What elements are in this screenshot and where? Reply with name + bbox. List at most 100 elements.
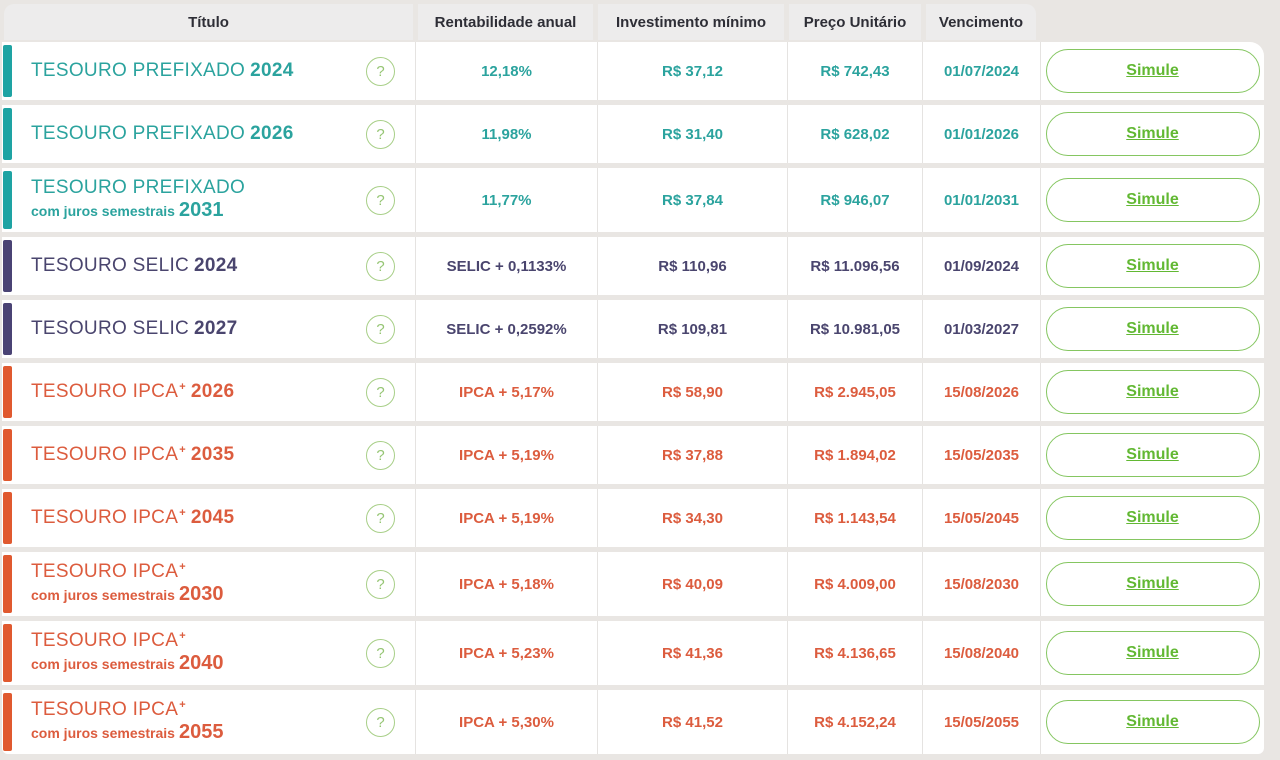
bond-title-line1: TESOURO SELIC 2027 (31, 317, 238, 339)
min-investment-cell: R$ 110,96 (597, 237, 787, 295)
help-icon[interactable]: ? (366, 119, 395, 149)
unit-price-cell: R$ 1.143,54 (787, 489, 922, 547)
simulate-button[interactable]: Simule (1045, 562, 1260, 606)
simulate-cell: Simule (1040, 363, 1264, 421)
header-rentabilidade: Rentabilidade anual (418, 4, 593, 40)
bond-title-cell: TESOURO IPCA+ com juros semestrais 2055 ? (2, 690, 415, 754)
bond-title-line1: TESOURO IPCA+ (31, 699, 186, 721)
header-vencimento: Vencimento (926, 4, 1036, 40)
unit-price-cell: R$ 11.096,56 (787, 237, 922, 295)
simulate-button[interactable]: Simule (1045, 244, 1260, 288)
bond-title: TESOURO IPCA+ com juros semestrais 2055 (31, 699, 224, 743)
unit-price-cell: R$ 628,02 (787, 105, 922, 163)
bond-title-line2: com juros semestrais 2030 (31, 582, 224, 605)
bond-title-cell: TESOURO IPCA+ 2026 ? (2, 363, 415, 421)
simulate-cell: Simule (1040, 621, 1264, 685)
rate-cell: IPCA + 5,23% (415, 621, 597, 685)
bond-color-bar (3, 240, 12, 292)
bond-title-line1: TESOURO IPCA+ 2035 (31, 443, 235, 465)
header-titulo: Título (4, 4, 413, 40)
unit-price-cell: R$ 2.945,05 (787, 363, 922, 421)
bond-row: TESOURO IPCA+ com juros semestrais 2040 ?… (2, 621, 1264, 685)
simulate-button[interactable]: Simule (1045, 700, 1260, 744)
bond-title-cell: TESOURO PREFIXADO 2026 ? (2, 105, 415, 163)
help-icon[interactable]: ? (366, 377, 395, 407)
min-investment-cell: R$ 41,36 (597, 621, 787, 685)
bond-color-bar (3, 171, 12, 229)
simulate-cell: Simule (1040, 552, 1264, 616)
header-investimento: Investimento mínimo (598, 4, 784, 40)
bond-title-cell: TESOURO IPCA+ com juros semestrais 2040 ? (2, 621, 415, 685)
bond-table-body: TESOURO PREFIXADO 2024 ? 12,18% R$ 37,12 … (2, 42, 1264, 754)
maturity-cell: 15/05/2045 (922, 489, 1040, 547)
bond-color-bar (3, 624, 12, 682)
simulate-button[interactable]: Simule (1045, 496, 1260, 540)
bond-row: TESOURO PREFIXADO 2024 ? 12,18% R$ 37,12 … (2, 42, 1264, 100)
bond-title-cell: TESOURO PREFIXADO com juros semestrais 20… (2, 168, 415, 232)
bond-color-bar (3, 303, 12, 355)
bond-color-bar (3, 108, 12, 160)
help-icon[interactable]: ? (366, 440, 395, 470)
bond-title-line1: TESOURO SELIC 2024 (31, 254, 238, 276)
rate-cell: 11,98% (415, 105, 597, 163)
simulate-button[interactable]: Simule (1045, 49, 1260, 93)
maturity-cell: 01/07/2024 (922, 42, 1040, 100)
help-icon[interactable]: ? (366, 314, 395, 344)
help-icon[interactable]: ? (366, 569, 395, 599)
bond-color-bar (3, 693, 12, 751)
simulate-button[interactable]: Simule (1045, 307, 1260, 351)
min-investment-cell: R$ 31,40 (597, 105, 787, 163)
simulate-button[interactable]: Simule (1045, 370, 1260, 414)
bond-row: TESOURO IPCA+ com juros semestrais 2055 ?… (2, 690, 1264, 754)
bond-title-line2: com juros semestrais 2055 (31, 720, 224, 743)
table-header: Título Rentabilidade anual Investimento … (4, 4, 1280, 40)
simulate-button[interactable]: Simule (1045, 112, 1260, 156)
min-investment-cell: R$ 58,90 (597, 363, 787, 421)
maturity-cell: 01/03/2027 (922, 300, 1040, 358)
bond-color-bar (3, 555, 12, 613)
bond-title-line1: TESOURO IPCA+ (31, 630, 186, 652)
min-investment-cell: R$ 41,52 (597, 690, 787, 754)
unit-price-cell: R$ 742,43 (787, 42, 922, 100)
simulate-button[interactable]: Simule (1045, 433, 1260, 477)
simulate-cell: Simule (1040, 489, 1264, 547)
unit-price-cell: R$ 4.152,24 (787, 690, 922, 754)
maturity-cell: 01/01/2026 (922, 105, 1040, 163)
bond-title: TESOURO PREFIXADO 2026 (31, 122, 294, 145)
bond-row: TESOURO IPCA+ com juros semestrais 2030 ?… (2, 552, 1264, 616)
simulate-button[interactable]: Simule (1045, 178, 1260, 222)
simulate-cell: Simule (1040, 168, 1264, 232)
maturity-cell: 15/05/2035 (922, 426, 1040, 484)
bond-title-line1: TESOURO IPCA+ 2026 (31, 380, 235, 402)
simulate-cell: Simule (1040, 300, 1264, 358)
bond-title-line1: TESOURO IPCA+ (31, 561, 186, 583)
bond-row: TESOURO PREFIXADO 2026 ? 11,98% R$ 31,40 … (2, 105, 1264, 163)
help-icon[interactable]: ? (366, 185, 395, 215)
bond-title-line1: TESOURO PREFIXADO 2024 (31, 59, 294, 81)
bond-row: TESOURO IPCA+ 2045 ? IPCA + 5,19% R$ 34,3… (2, 489, 1264, 547)
rate-cell: IPCA + 5,30% (415, 690, 597, 754)
bond-color-bar (3, 45, 12, 97)
maturity-cell: 15/08/2040 (922, 621, 1040, 685)
simulate-button[interactable]: Simule (1045, 631, 1260, 675)
min-investment-cell: R$ 109,81 (597, 300, 787, 358)
rate-cell: IPCA + 5,17% (415, 363, 597, 421)
min-investment-cell: R$ 37,88 (597, 426, 787, 484)
help-icon[interactable]: ? (366, 503, 395, 533)
bond-title-line2: com juros semestrais 2040 (31, 651, 224, 674)
bond-title-line1: TESOURO IPCA+ 2045 (31, 506, 235, 528)
bond-title-line1: TESOURO PREFIXADO 2026 (31, 122, 294, 144)
header-preco: Preço Unitário (789, 4, 921, 40)
rate-cell: IPCA + 5,18% (415, 552, 597, 616)
bond-title: TESOURO PREFIXADO com juros semestrais 20… (31, 178, 245, 221)
simulate-cell: Simule (1040, 237, 1264, 295)
maturity-cell: 15/08/2030 (922, 552, 1040, 616)
help-icon[interactable]: ? (366, 56, 395, 86)
help-icon[interactable]: ? (366, 251, 395, 281)
help-icon[interactable]: ? (366, 707, 395, 737)
bond-color-bar (3, 492, 12, 544)
bond-title-line1: TESOURO PREFIXADO (31, 177, 246, 199)
help-icon[interactable]: ? (366, 638, 395, 668)
unit-price-cell: R$ 4.136,65 (787, 621, 922, 685)
min-investment-cell: R$ 37,84 (597, 168, 787, 232)
